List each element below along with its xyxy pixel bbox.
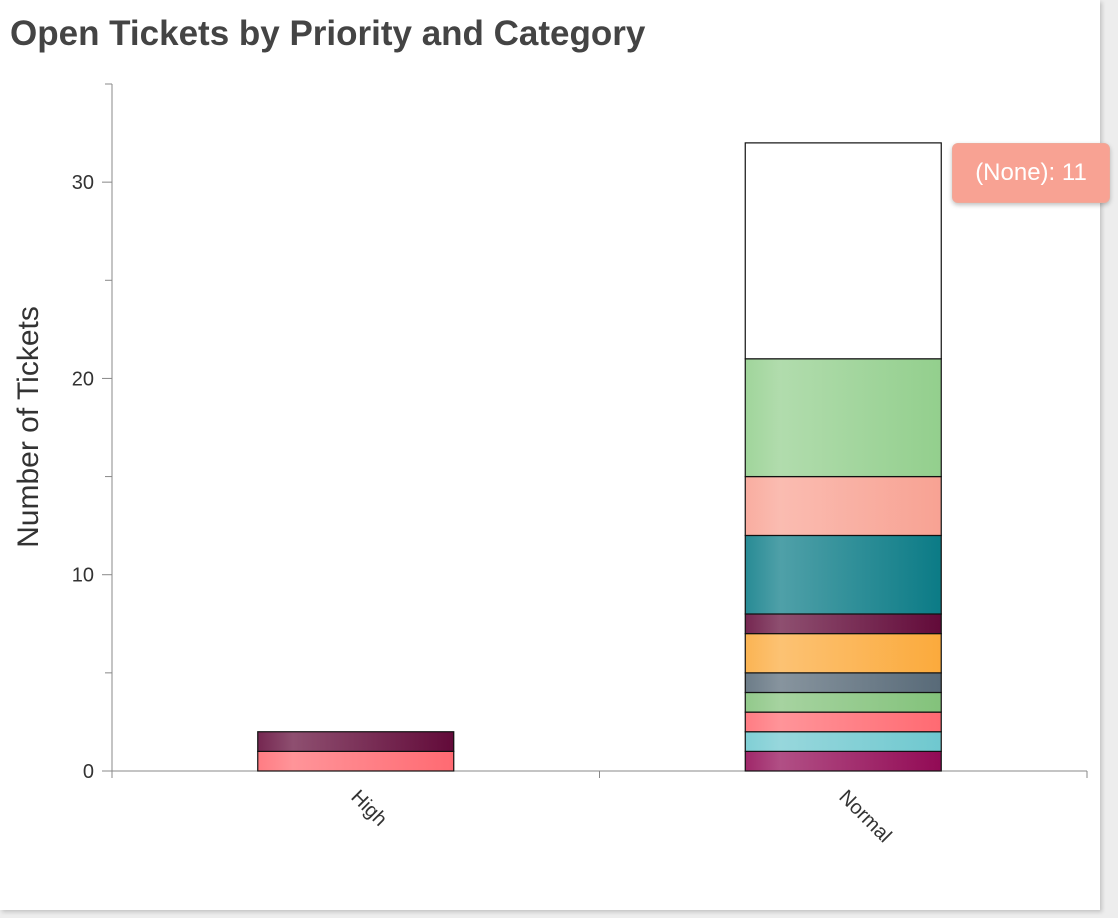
y-tick-label: 0 <box>83 761 94 783</box>
bar-segment-normal-10[interactable] <box>744 142 942 360</box>
bar-segment-normal-7[interactable] <box>744 534 942 615</box>
bar-segment-normal-6[interactable] <box>744 613 942 635</box>
y-axis: 0 10 20 30 <box>72 83 113 783</box>
stacked-bar-chart: 0 10 20 30 High Normal Number of Tickets <box>12 83 1088 847</box>
bars <box>257 142 942 772</box>
y-axis-label: Number of Tickets <box>12 306 45 548</box>
bar-segment-normal-0[interactable] <box>744 750 942 772</box>
y-tick-label: 30 <box>72 172 94 194</box>
x-tick-label-high: High <box>346 786 391 831</box>
x-axis <box>102 770 1088 778</box>
bar-segment-high-1[interactable] <box>257 731 455 752</box>
bar-segment-normal-3[interactable] <box>744 691 942 713</box>
bar-segment-normal-8[interactable] <box>744 475 942 537</box>
y-tick-label: 10 <box>72 565 94 587</box>
hover-tooltip: (None): 11 <box>952 143 1110 203</box>
x-tick-labels: High Normal <box>346 786 895 847</box>
bar-segment-normal-5[interactable] <box>744 632 942 674</box>
bar-segment-normal-4[interactable] <box>744 672 942 694</box>
bar-segment-normal-9[interactable] <box>744 358 942 478</box>
bar-segment-high-0[interactable] <box>257 750 455 772</box>
y-tick-label: 20 <box>72 368 94 390</box>
chart-title: Open Tickets by Priority and Category <box>10 14 646 53</box>
bar-segment-normal-2[interactable] <box>744 711 942 733</box>
bar-segment-normal-1[interactable] <box>744 731 942 752</box>
x-tick-label-normal: Normal <box>834 786 895 847</box>
